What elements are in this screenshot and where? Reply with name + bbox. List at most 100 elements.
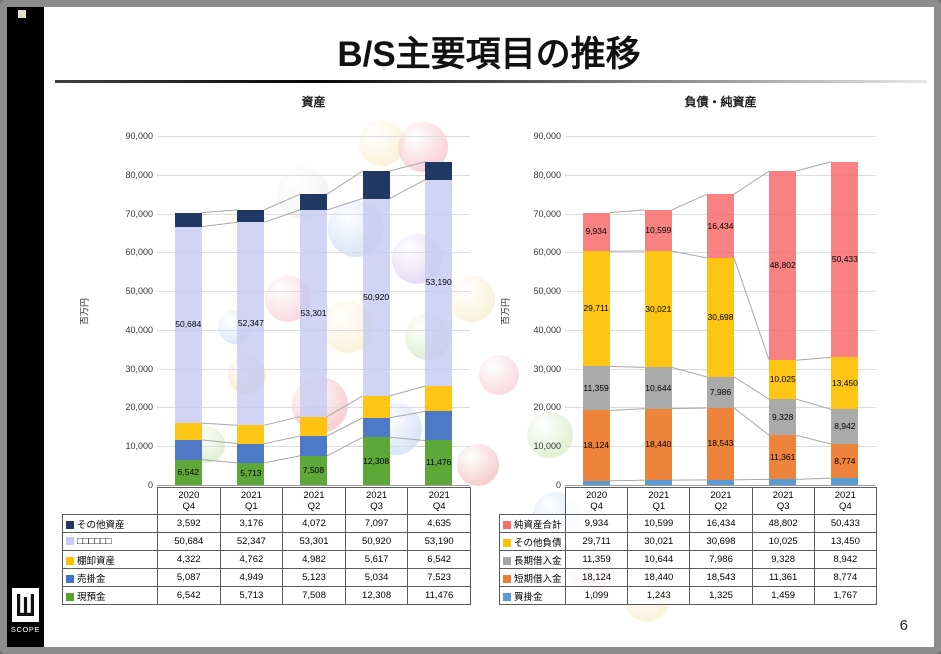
series-value-cell: 1,767 bbox=[813, 586, 877, 605]
series-value-cell: 1,243 bbox=[627, 586, 691, 605]
legend-table-row: その他負債 29,711 30,021 30,698 10,025 13,450 bbox=[499, 532, 877, 551]
series-value-cell: 11,361 bbox=[751, 568, 815, 587]
bar-segment bbox=[237, 222, 265, 426]
bar-segment bbox=[237, 209, 265, 223]
gridline bbox=[157, 485, 470, 486]
y-tick-label: 0 bbox=[147, 480, 153, 490]
category-header-line: Q4 bbox=[182, 501, 196, 512]
bar-segment bbox=[174, 459, 202, 485]
series-name-cell: 長期借入金 bbox=[499, 550, 566, 569]
bar-segment bbox=[707, 407, 734, 480]
bar-segment bbox=[769, 399, 797, 436]
bar-value-label: 18,543 bbox=[707, 438, 734, 449]
bar-value-label: 18,124 bbox=[583, 440, 610, 451]
legend-swatch-icon bbox=[503, 574, 511, 583]
series-value-cell: 3,592 bbox=[157, 514, 221, 533]
legend-swatch-icon bbox=[503, 538, 511, 547]
bar-value-label: 29,711 bbox=[583, 303, 609, 314]
series-value-cell: 5,034 bbox=[344, 568, 409, 587]
y-tick-label: 90,000 bbox=[125, 131, 153, 141]
bar-value-label: 13,450 bbox=[831, 377, 858, 388]
category-header: 2020 Q4 bbox=[564, 487, 629, 515]
bar-segment bbox=[831, 478, 859, 485]
bar-value-label: 53,301 bbox=[300, 307, 327, 318]
legend-table-corner bbox=[63, 488, 158, 515]
bar-value-label: 16,434 bbox=[707, 220, 734, 231]
y-tick-label: 60,000 bbox=[125, 247, 153, 258]
balloon-decoration bbox=[457, 444, 499, 486]
y-tick-label: 0 bbox=[555, 480, 561, 490]
y-tick-label: 70,000 bbox=[125, 208, 153, 219]
series-value-cell: 30,021 bbox=[627, 532, 691, 551]
gridline bbox=[565, 485, 876, 486]
series-value-cell: 11,476 bbox=[407, 586, 471, 605]
category-header-line: Q3 bbox=[776, 501, 790, 512]
y-tick-label: 10,000 bbox=[533, 441, 561, 452]
balloon-decoration bbox=[479, 355, 519, 395]
slide-title: B/S主要項目の推移 bbox=[337, 35, 641, 74]
series-name-cell: 売掛金 bbox=[62, 568, 158, 587]
y-tick-label: 60,000 bbox=[533, 247, 561, 258]
category-header: 2021 Q1 bbox=[219, 487, 284, 515]
y-tick-label: 10,000 bbox=[125, 441, 153, 452]
series-name-cell: 純資産合計 bbox=[499, 514, 566, 533]
category-header-line: 2021 bbox=[240, 490, 262, 501]
category-header-line: 2020 bbox=[178, 490, 200, 501]
y-tick-label: 20,000 bbox=[533, 402, 561, 413]
y-tick-label: 30,000 bbox=[125, 363, 153, 374]
bar-segment bbox=[582, 366, 610, 411]
bar-segment bbox=[300, 194, 327, 210]
bar-value-label: 6,542 bbox=[177, 466, 199, 477]
gridline bbox=[157, 174, 470, 176]
bar-segment bbox=[707, 376, 734, 408]
category-header-line: 2021 bbox=[710, 490, 732, 501]
series-value-cell: 4,949 bbox=[219, 568, 284, 587]
y-axis-label: 百万円 bbox=[500, 297, 511, 325]
series-name-cell: 現預金 bbox=[62, 586, 158, 605]
bar-value-label: 50,920 bbox=[363, 291, 390, 302]
page-number: 6 bbox=[899, 617, 908, 634]
series-value-cell: 7,986 bbox=[689, 550, 753, 569]
series-name-cell: 棚卸資産 bbox=[62, 550, 158, 569]
bar-value-label: 9,934 bbox=[585, 226, 607, 237]
series-value-cell: 5,713 bbox=[219, 586, 284, 605]
bar-segment bbox=[174, 212, 202, 227]
bar-value-label: 10,599 bbox=[645, 224, 672, 235]
bar-segment bbox=[582, 410, 610, 481]
bar-segment bbox=[237, 443, 265, 463]
balloon-decoration bbox=[527, 412, 573, 458]
category-header-line: 2021 bbox=[648, 490, 670, 501]
legend-swatch-icon bbox=[66, 556, 74, 565]
bar-value-label: 11,476 bbox=[426, 457, 452, 468]
legend-table-header-row: 2020 Q4 2021 Q1 2021 Q2 2021 Q3 2021 Q4 bbox=[500, 487, 877, 515]
bar-segment bbox=[644, 250, 672, 368]
bar-segment bbox=[582, 251, 610, 367]
bar-value-label: 30,021 bbox=[645, 303, 672, 314]
legend-swatch-icon bbox=[503, 520, 511, 529]
legend-table-header-row: 2020 Q4 2021 Q1 2021 Q2 2021 Q3 2021 Q4 bbox=[63, 487, 471, 515]
series-value-cell: 12,308 bbox=[344, 586, 409, 605]
bar-segment bbox=[300, 455, 327, 485]
series-value-cell: 53,190 bbox=[407, 532, 471, 551]
bar-segment bbox=[831, 161, 859, 358]
legend-table-row: 買掛金 1,099 1,243 1,325 1,459 1,767 bbox=[499, 586, 877, 605]
bar-value-label: 7,986 bbox=[709, 386, 732, 397]
series-value-cell: 9,328 bbox=[751, 550, 815, 569]
bar-segment bbox=[174, 439, 202, 460]
gridline bbox=[565, 407, 876, 409]
series-value-cell: 8,774 bbox=[813, 568, 877, 587]
category-header: 2021 Q3 bbox=[344, 487, 409, 515]
category-header: 2021 Q4 bbox=[813, 487, 877, 515]
series-value-cell: 8,942 bbox=[813, 550, 877, 569]
series-value-cell: 6,542 bbox=[407, 550, 471, 569]
category-header: 2021 Q4 bbox=[407, 487, 471, 515]
series-value-cell: 4,072 bbox=[282, 514, 346, 533]
bar-segment bbox=[300, 210, 327, 417]
category-header-line: Q1 bbox=[652, 501, 666, 512]
series-value-cell: 18,440 bbox=[627, 568, 691, 587]
bar-segment bbox=[362, 170, 390, 199]
legend-swatch-icon bbox=[503, 556, 511, 565]
series-value-cell: 7,097 bbox=[344, 514, 409, 533]
series-value-cell: 18,124 bbox=[564, 568, 629, 587]
series-value-cell: 29,711 bbox=[564, 532, 629, 551]
